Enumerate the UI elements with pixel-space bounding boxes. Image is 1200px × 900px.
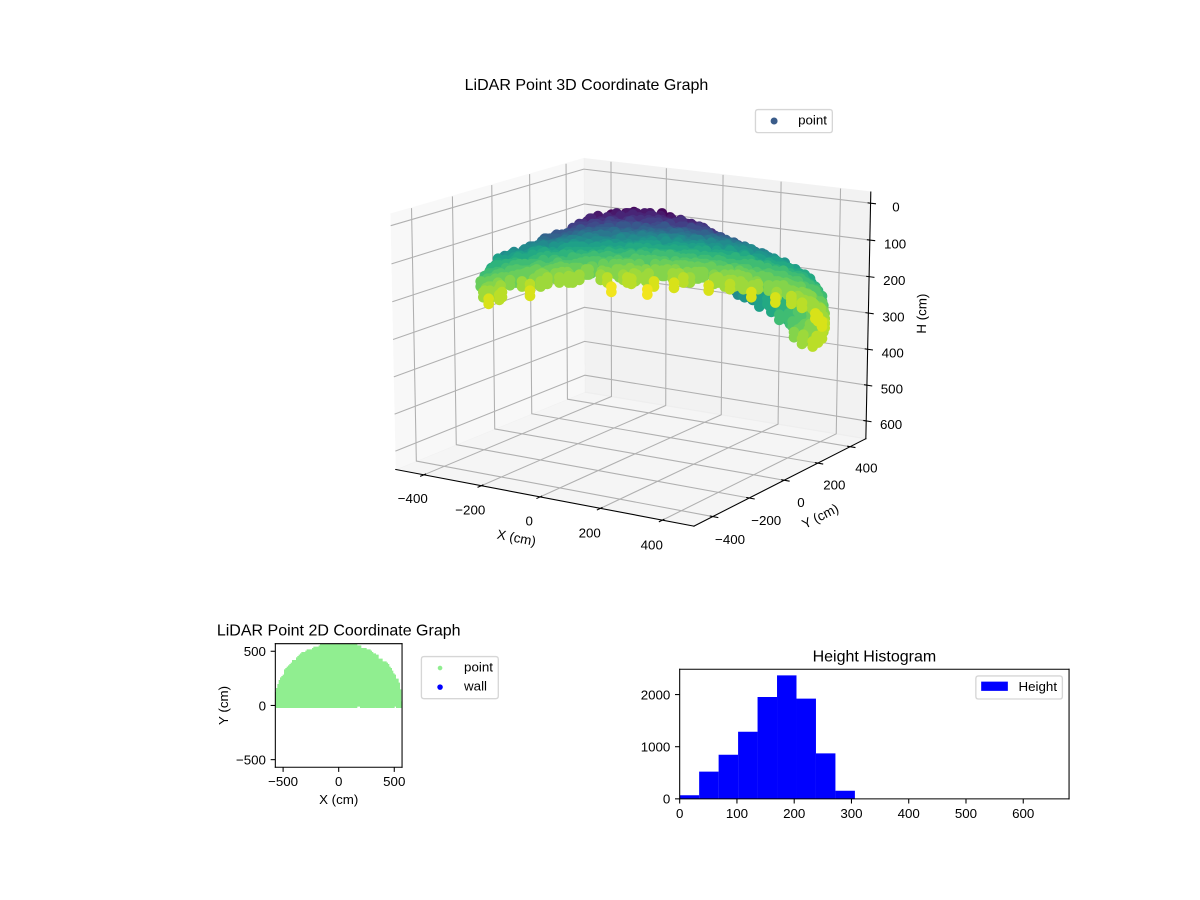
svg-text:500: 500 (955, 806, 977, 821)
svg-text:400: 400 (641, 538, 663, 553)
svg-text:400: 400 (882, 345, 904, 360)
svg-text:−200: −200 (455, 502, 485, 517)
svg-text:Height: Height (1019, 679, 1058, 694)
svg-text:−500: −500 (236, 752, 266, 767)
svg-text:200: 200 (579, 526, 601, 541)
svg-text:Height Histogram: Height Histogram (813, 648, 937, 665)
svg-text:500: 500 (244, 644, 266, 659)
svg-text:0: 0 (797, 495, 804, 510)
svg-text:0: 0 (892, 200, 899, 215)
svg-text:300: 300 (882, 309, 904, 324)
svg-text:0: 0 (663, 792, 670, 807)
svg-text:600: 600 (880, 417, 902, 432)
svg-text:X (cm): X (cm) (319, 792, 358, 807)
svg-text:2000: 2000 (641, 687, 671, 702)
svg-text:1000: 1000 (641, 740, 671, 755)
svg-text:−400: −400 (398, 491, 428, 506)
svg-text:Y (cm): Y (cm) (216, 686, 231, 725)
svg-text:0: 0 (526, 514, 533, 529)
svg-text:500: 500 (383, 774, 405, 789)
svg-text:200: 200 (883, 273, 905, 288)
svg-text:−500: −500 (268, 774, 298, 789)
svg-text:−200: −200 (751, 513, 781, 528)
svg-text:400: 400 (898, 806, 920, 821)
svg-text:0: 0 (676, 806, 683, 821)
svg-text:LiDAR Point 3D Coordinate Grap: LiDAR Point 3D Coordinate Graph (465, 77, 709, 94)
svg-text:100: 100 (726, 806, 748, 821)
svg-text:100: 100 (884, 236, 906, 251)
svg-text:−400: −400 (715, 532, 745, 547)
svg-text:H (cm): H (cm) (914, 293, 930, 333)
svg-text:300: 300 (840, 806, 862, 821)
svg-text:LiDAR Point 2D Coordinate Grap: LiDAR Point 2D Coordinate Graph (217, 623, 461, 640)
svg-text:point: point (798, 113, 827, 128)
svg-text:0: 0 (259, 698, 266, 713)
svg-text:wall: wall (463, 679, 487, 694)
svg-text:point: point (464, 660, 493, 675)
svg-text:500: 500 (881, 381, 903, 396)
svg-text:200: 200 (783, 806, 805, 821)
svg-text:400: 400 (855, 461, 877, 476)
svg-text:200: 200 (823, 477, 845, 492)
svg-text:600: 600 (1012, 806, 1034, 821)
svg-text:0: 0 (335, 774, 342, 789)
